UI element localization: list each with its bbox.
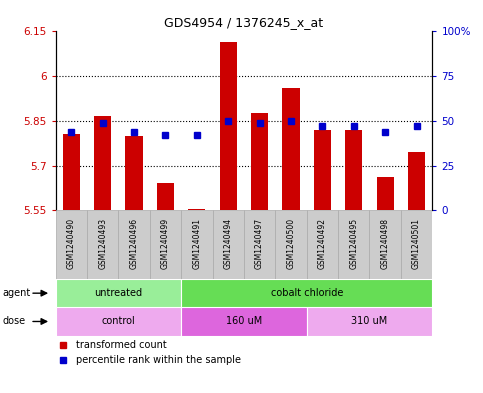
Bar (181, 279, 432, 307)
Bar (314, 130, 331, 210)
Text: GSM1240493: GSM1240493 (98, 218, 107, 269)
Text: cobalt chloride: cobalt chloride (270, 288, 343, 298)
Text: dose: dose (2, 316, 26, 327)
Bar (56, 307, 181, 336)
Text: percentile rank within the sample: percentile rank within the sample (76, 354, 242, 365)
Bar (307, 210, 338, 279)
Bar (213, 210, 244, 279)
Bar (150, 210, 181, 279)
Text: GSM1240497: GSM1240497 (255, 218, 264, 269)
Bar (369, 210, 401, 279)
Text: untreated: untreated (94, 288, 142, 298)
Text: GSM1240499: GSM1240499 (161, 218, 170, 269)
Text: GSM1240495: GSM1240495 (349, 218, 358, 269)
Bar (220, 42, 237, 210)
Bar (307, 307, 432, 336)
Text: GSM1240492: GSM1240492 (318, 218, 327, 269)
Bar (56, 210, 87, 279)
Text: transformed count: transformed count (76, 340, 167, 350)
Bar (181, 307, 307, 336)
Text: 310 uM: 310 uM (351, 316, 388, 327)
Bar (181, 210, 213, 279)
Bar (56, 279, 181, 307)
Text: GSM1240494: GSM1240494 (224, 218, 233, 269)
Text: GSM1240501: GSM1240501 (412, 218, 421, 269)
Bar (251, 114, 268, 210)
Text: agent: agent (2, 288, 30, 298)
Bar (275, 210, 307, 279)
Bar (401, 210, 432, 279)
Bar (63, 134, 80, 210)
Text: GSM1240490: GSM1240490 (67, 218, 76, 269)
Text: GSM1240500: GSM1240500 (286, 218, 296, 269)
Bar (377, 178, 394, 210)
Bar (408, 152, 425, 210)
Bar (244, 210, 275, 279)
Text: control: control (101, 316, 135, 327)
Text: GSM1240496: GSM1240496 (129, 218, 139, 269)
Bar (118, 210, 150, 279)
Text: GSM1240491: GSM1240491 (192, 218, 201, 269)
Text: GSM1240498: GSM1240498 (381, 218, 390, 269)
Bar (188, 209, 205, 210)
Bar (87, 210, 118, 279)
Title: GDS4954 / 1376245_x_at: GDS4954 / 1376245_x_at (164, 16, 324, 29)
Bar (338, 210, 369, 279)
Bar (94, 116, 111, 210)
Bar (345, 130, 362, 210)
Text: 160 uM: 160 uM (226, 316, 262, 327)
Bar (126, 136, 142, 210)
Bar (157, 184, 174, 210)
Bar (283, 88, 299, 210)
